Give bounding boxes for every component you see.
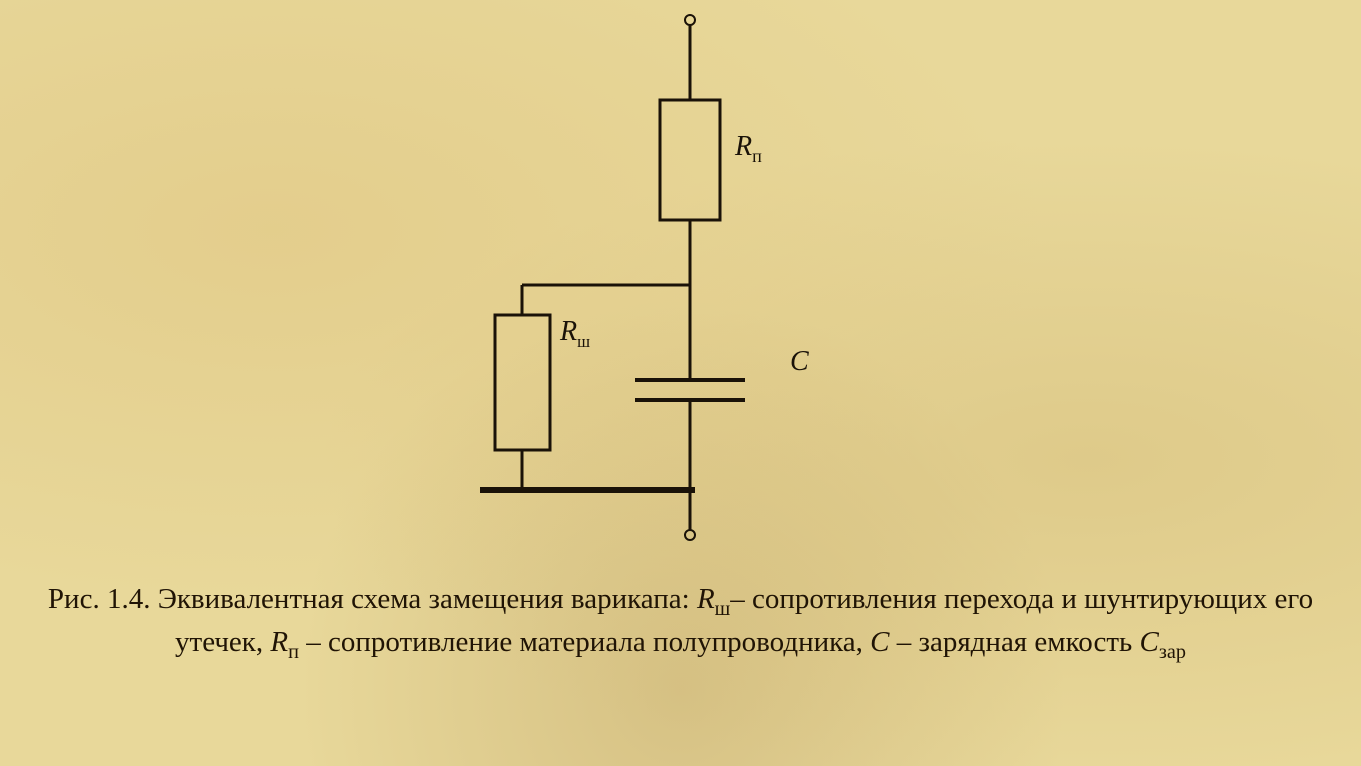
figure-caption: Рис. 1.4. Эквивалентная схема замещения … [30,580,1331,666]
svg-text:Rп: Rп [734,131,762,166]
svg-text:Rш: Rш [559,316,590,351]
circuit-svg: Rп Rш C [0,0,1361,560]
svg-text:C: C [790,346,809,377]
circuit-diagram: Rп Rш C [0,0,1361,560]
